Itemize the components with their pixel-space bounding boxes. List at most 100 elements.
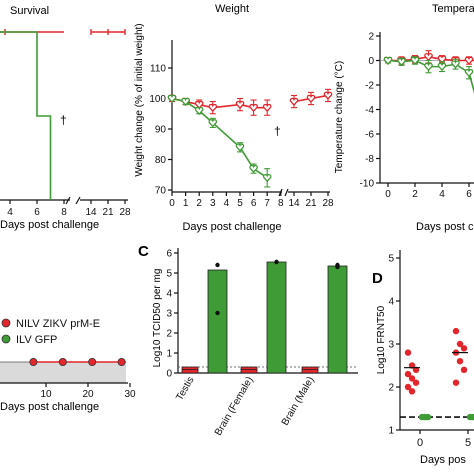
c-category-label: Testis [174, 375, 196, 403]
weight-x-tick-label: 3 [210, 198, 216, 209]
temp-marker-red [437, 55, 447, 64]
weight-marker-green [249, 164, 258, 174]
weight-x-tick-label: 2 [196, 198, 202, 209]
temp-marker-red [424, 53, 433, 62]
temp-marker-green [464, 68, 474, 78]
weight-marker-green [194, 106, 204, 116]
b-xlabel: Days post challenge [0, 401, 99, 413]
b-x-tick-label: 30 [124, 389, 136, 400]
d-x-tick-label: 5 [465, 437, 471, 449]
temp-y-tick-label: -6 [365, 130, 374, 141]
c-point [215, 310, 220, 316]
weight-marker-green [208, 119, 218, 128]
c-y-tick-label: 2 [166, 329, 172, 340]
temp-y-tick-label: 2 [368, 32, 374, 43]
d-point-red [404, 383, 412, 391]
survival-x-tick-label: 28 [119, 207, 131, 218]
survival-axis-break-2 [75, 196, 81, 205]
temp-line-green [387, 59, 474, 94]
survival-line-green [0, 31, 52, 200]
d-point-red [456, 358, 464, 365]
temp-title: Temperat [432, 3, 474, 15]
c-category-label: Brain (Female) [213, 375, 256, 438]
d-xlabel: Days pos [420, 454, 466, 466]
d-y-tick-label: 2 [388, 383, 394, 394]
survival-xlabel: Days post challenge [0, 219, 99, 231]
temp-ylabel: Temperature change (°C) [334, 61, 345, 173]
d-point-red [456, 340, 464, 348]
weight-marker-red [249, 103, 258, 113]
b-legend-label: NILV ZIKV prM-E [16, 318, 100, 330]
d-point-red [408, 375, 416, 382]
c-y-tick-label: 4 [166, 289, 172, 300]
c-bar-green [207, 269, 228, 374]
d-point-red [408, 388, 416, 395]
c-bar-red [181, 366, 199, 374]
survival-x-tick-label: 6 [34, 207, 40, 218]
weight-x-tick-label: 14 [288, 198, 300, 209]
d-point-red [404, 370, 412, 378]
d-point-red [452, 327, 460, 335]
d-y-tick-label: 3 [388, 340, 394, 351]
c-bar-green [327, 265, 348, 374]
temp-marker-green [437, 62, 447, 72]
c-bar-red [301, 366, 319, 374]
temp-x-tick-label: 0 [385, 189, 391, 200]
d-point-green [424, 413, 432, 421]
d-point-green [469, 413, 474, 421]
weight-marker-green [167, 94, 177, 103]
survival-dagger: † [60, 113, 67, 127]
weight-y-tick-label: 110 [150, 64, 166, 75]
temp-marker-green [397, 57, 406, 67]
temp-marker-red [464, 56, 474, 65]
b-legend-label: ILV GFP [16, 334, 57, 346]
b-x-tick-label: 20 [82, 389, 94, 400]
weight-x-tick-label: 7 [264, 198, 270, 209]
temp-y-tick-label: -4 [365, 105, 374, 116]
weight-y-tick-label: 90 [155, 125, 167, 136]
c-y-tick-label: 1 [166, 349, 172, 360]
weight-marker-red [235, 100, 245, 110]
c-point [215, 262, 220, 268]
weight-x-tick-label: 5 [237, 198, 243, 209]
b-shaded-region [0, 362, 126, 383]
b-point-red [117, 357, 126, 366]
weight-marker-red [323, 91, 333, 100]
weight-y-tick-label: 100 [149, 94, 166, 105]
c-category-label: Brain (Male) [280, 375, 317, 428]
temp-x-tick-label: 2 [412, 189, 418, 200]
c-y-tick-label: 3 [166, 309, 172, 320]
weight-x-tick-label: 0 [169, 198, 175, 209]
c-bar-green [266, 261, 287, 374]
d-point-red [412, 379, 420, 386]
temp-marker-green [424, 62, 433, 72]
weight-y-tick-label: 80 [155, 155, 167, 166]
weight-xlabel: Days post challenge [182, 221, 281, 233]
survival-x-tick-label: 21 [102, 207, 114, 218]
c-point [274, 259, 279, 265]
weight-x-tick-label: 21 [305, 198, 317, 209]
d-point-red [460, 366, 468, 373]
temp-y-tick-label: -8 [365, 154, 374, 165]
d-x-tick-label: 0 [417, 437, 423, 449]
temp-xlabel: Days post c [416, 221, 474, 233]
d-y-tick-label: 5 [388, 254, 394, 265]
b-point-red [29, 357, 38, 366]
weight-marker-red [208, 103, 218, 113]
d-point-red [460, 345, 468, 352]
temp-y-tick-label: -10 [360, 179, 375, 190]
c-bar-red [240, 366, 258, 374]
d-point-red [404, 349, 412, 356]
b-x-tick-label: 10 [40, 389, 52, 400]
weight-marker-red [306, 94, 316, 103]
weight-x-tick-label: 1 [183, 198, 189, 209]
temp-marker-green [410, 56, 420, 65]
weight-marker-red [262, 103, 272, 113]
weight-x-tick-label: 8 [278, 198, 284, 209]
weight-dagger: † [274, 124, 281, 138]
temp-y-tick-label: 0 [368, 56, 374, 67]
c-point [335, 262, 340, 268]
panel-d-label: D [372, 270, 383, 287]
